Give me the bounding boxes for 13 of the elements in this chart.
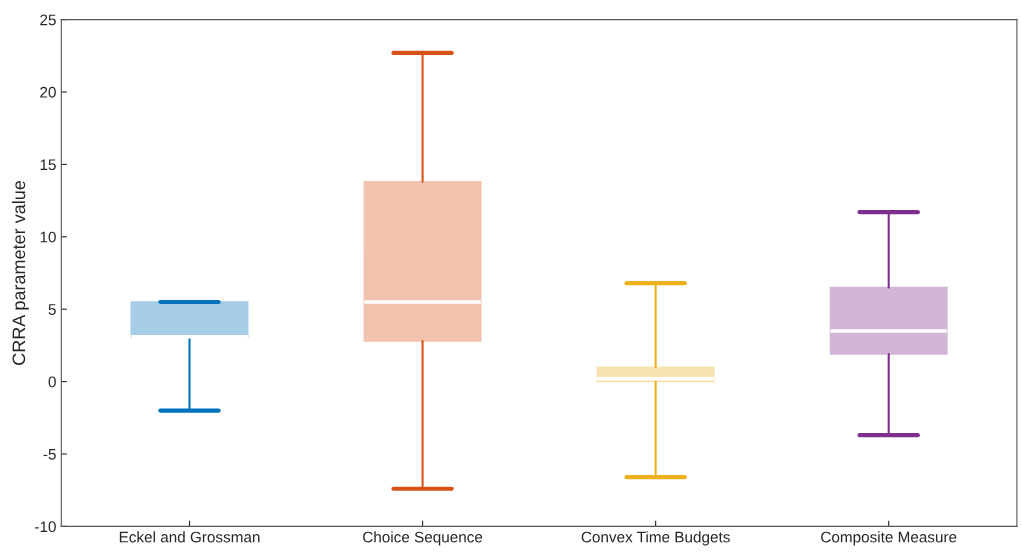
x-tick-label: Choice Sequence <box>363 531 483 546</box>
y-tick-label: 0 <box>48 376 56 388</box>
y-axis-title: CRRA parameter value <box>11 180 29 365</box>
y-tick-label: 10 <box>40 231 56 243</box>
x-tick-label: Composite Measure <box>821 531 957 546</box>
y-tick-label: 20 <box>40 86 56 98</box>
y-tick-label: 25 <box>40 14 56 26</box>
y-tick-label: 15 <box>40 159 56 171</box>
y-tick-label: 5 <box>48 304 56 315</box>
x-tick-label: Convex Time Budgets <box>581 531 730 546</box>
y-tick-label: -5 <box>43 449 56 460</box>
y-tick-label: -10 <box>35 521 56 533</box>
x-tick-label: Eckel and Grossman <box>119 531 260 543</box>
